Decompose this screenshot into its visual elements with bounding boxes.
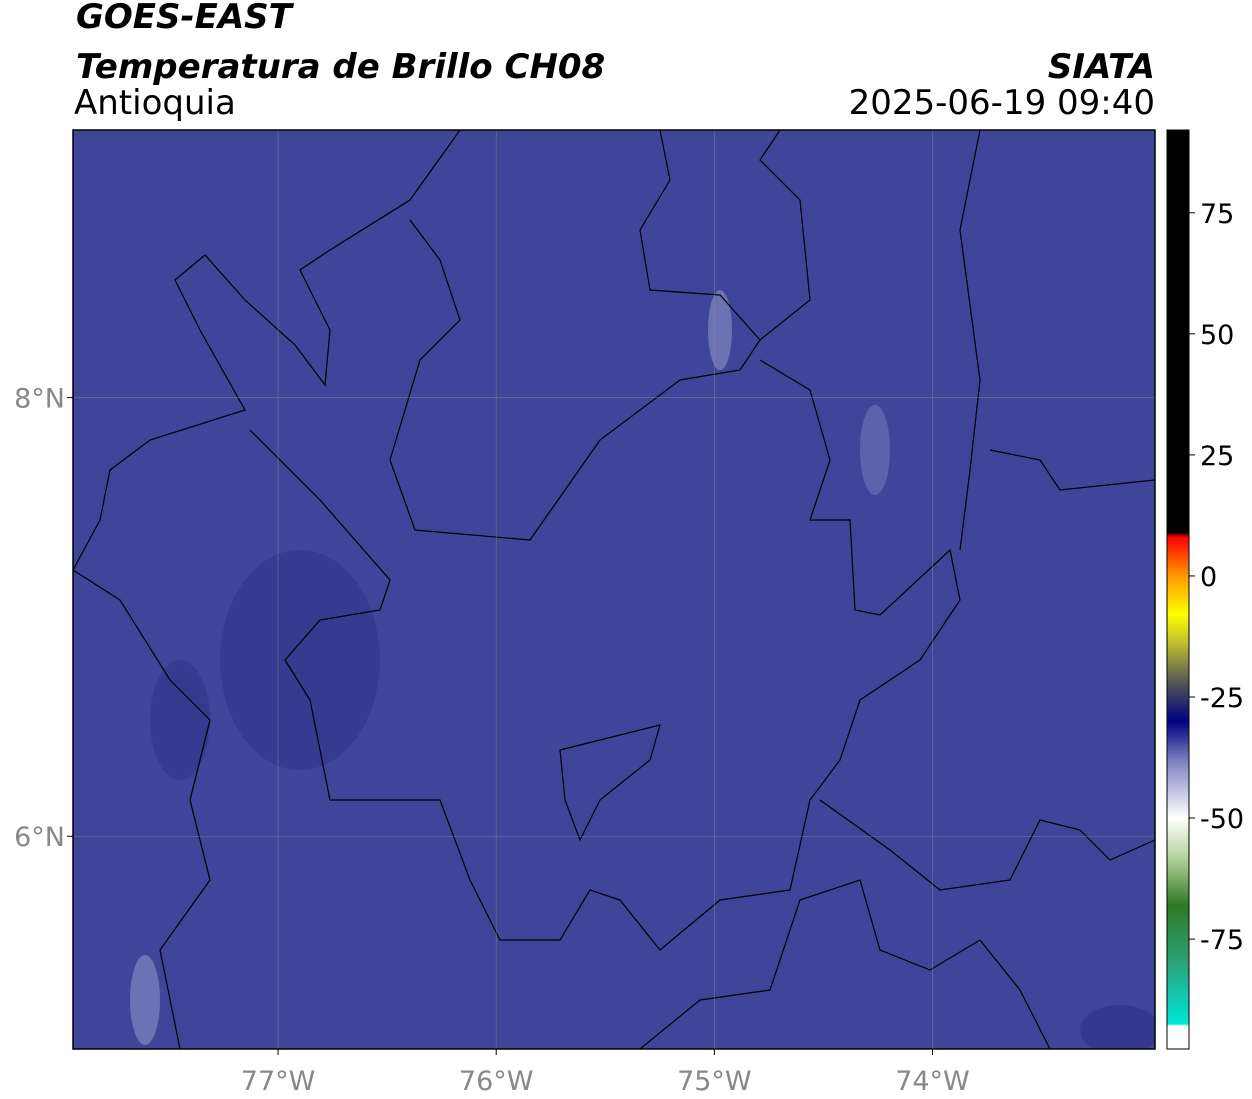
coastline	[73, 569, 211, 1049]
title: GOES-EAST	[76, 0, 295, 37]
colorbar-tick-label: -75	[1200, 925, 1244, 956]
colorbar-tick-label: -50	[1200, 804, 1244, 835]
source: SIATA	[1048, 47, 1155, 87]
border	[389, 130, 761, 541]
lat-tick-label: 6°N	[14, 822, 65, 853]
map-background	[73, 130, 1155, 1049]
colorbar	[1166, 129, 1190, 1050]
lon-tick-label: 75°W	[677, 1066, 752, 1097]
border	[989, 449, 1155, 491]
cloud-area	[150, 660, 210, 780]
datetime: 2025-06-19 09:40	[849, 83, 1155, 123]
lat-tick-label: 8°N	[14, 384, 65, 415]
map-layer	[73, 130, 1155, 1049]
border	[639, 879, 1051, 1049]
colorbar-tick-label: 0	[1200, 562, 1217, 593]
colorbar-tick-label: 50	[1200, 320, 1234, 351]
border	[759, 130, 811, 341]
subtitle: Temperatura de Brillo CH08	[76, 47, 605, 87]
cloud-area	[130, 955, 160, 1045]
region: Antioquia	[74, 83, 236, 123]
map-frame	[72, 129, 1156, 1050]
municipality-border	[559, 724, 661, 842]
coastline	[73, 130, 461, 571]
border	[959, 130, 981, 551]
lon-tick-label: 76°W	[459, 1066, 534, 1097]
cloud-area	[220, 550, 380, 770]
grid	[73, 130, 1155, 1049]
cloud-area	[860, 405, 890, 495]
lon-tick-label: 77°W	[241, 1066, 316, 1097]
colorbar-tick-label: 75	[1200, 199, 1234, 230]
border	[819, 799, 1155, 891]
department-border	[249, 359, 961, 951]
colorbar-tick-label: -25	[1200, 683, 1244, 714]
colorbar-tick-label: 25	[1200, 441, 1234, 472]
lon-tick-label: 74°W	[895, 1066, 970, 1097]
cloud-area	[708, 290, 732, 370]
cloud-area	[1080, 1005, 1155, 1049]
